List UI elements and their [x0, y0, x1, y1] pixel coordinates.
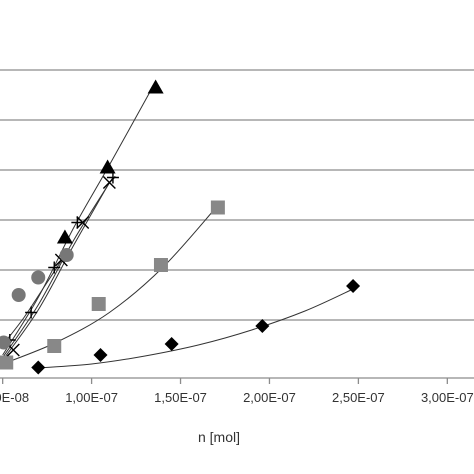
- trendline-cross: [2, 177, 114, 358]
- data-point-circle: [31, 270, 46, 285]
- x-tick-label: 2,00E-07: [243, 390, 296, 405]
- data-point-cross: [71, 216, 84, 229]
- data-point-square: [153, 258, 168, 272]
- x-tick-label: 2,50E-07: [332, 390, 385, 405]
- data-point-triangle: [99, 159, 116, 174]
- data-point-triangle: [56, 229, 73, 244]
- data-point-square: [91, 297, 106, 311]
- data-point-diamond: [31, 360, 46, 375]
- data-point-square: [47, 339, 62, 353]
- data-point-diamond: [346, 279, 361, 293]
- x-tick-label: 1,00E-07: [65, 390, 118, 405]
- x-tick-label: 5,00E-08: [0, 390, 29, 405]
- data-point-diamond: [164, 337, 179, 351]
- trendline-triangle: [2, 84, 155, 356]
- gridlines: [0, 69, 474, 321]
- data-point-cross: [106, 171, 119, 184]
- x-tick-labels: 5,00E-08 1,00E-07 1,50E-07 2,00E-07 2,50E-07…: [0, 390, 474, 405]
- data-point-cross: [48, 261, 61, 274]
- trendline-diamond: [38, 288, 354, 369]
- x-axis-title: n [mol]: [198, 429, 240, 445]
- data-point-x: [76, 216, 90, 229]
- data-point-square: [210, 200, 225, 215]
- data-point-diamond: [255, 319, 270, 333]
- data-point-cross: [25, 306, 38, 319]
- data-point-circle: [0, 335, 11, 350]
- x-tick-label: 3,00E-07: [421, 390, 474, 405]
- data-point-x: [102, 176, 116, 189]
- trendlines: [2, 84, 354, 369]
- x-tick-label: 1,50E-07: [154, 390, 207, 405]
- data-markers: [0, 79, 361, 375]
- data-point-triangle: [147, 79, 164, 94]
- data-point-circle: [11, 288, 26, 302]
- data-point-diamond: [93, 348, 108, 362]
- trendline-circle: [2, 252, 68, 346]
- trendline-x: [2, 182, 110, 361]
- data-point-circle: [59, 248, 74, 262]
- axes: [0, 377, 474, 384]
- data-point-square: [0, 355, 14, 370]
- trendline-square: [2, 207, 217, 365]
